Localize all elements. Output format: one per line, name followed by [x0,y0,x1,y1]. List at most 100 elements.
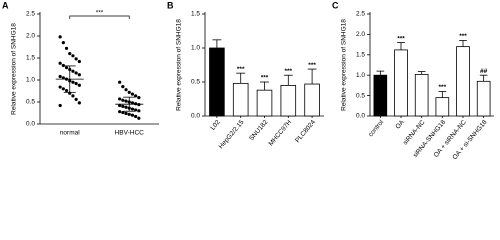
y-axis-title: Relative expression of SNHG18 [341,19,348,111]
data-point [61,41,65,45]
data-point [64,66,69,70]
data-point [77,101,81,105]
data-point [61,87,65,91]
data-point [121,104,125,108]
data-point [58,74,62,79]
x-tick-label: normal [60,130,80,137]
data-point [74,97,78,101]
y-tick-label: 1.0 [356,72,365,79]
data-point [121,85,125,89]
bar [232,82,249,117]
data-point [61,63,65,68]
x-tick-label: PLC8024 [294,119,317,145]
significance-label: *** [397,35,405,42]
data-point [124,111,128,116]
y-tick-label: 2.5 [356,11,365,18]
data-point [137,103,141,107]
data-point [124,88,128,92]
bar [435,97,450,117]
data-point [130,107,135,111]
x-tick-label: OA [394,118,406,130]
data-point [77,59,81,64]
x-tick-label: MHCC97H [268,119,294,148]
data-point [118,97,122,101]
y-tick-label: 0.5 [26,99,35,106]
significance-label: *** [439,84,447,91]
y-tick-label: 0.0 [356,113,365,120]
bar [304,83,320,117]
y-tick-label: 1.5 [191,11,200,18]
y-tick-label: 0.5 [356,92,365,99]
figure: A Relative expression of SNHG18 0.0 0.5 1.0 1… [2,0,494,161]
y-tick-label: 1.0 [26,77,35,84]
bar [476,80,491,117]
bar [394,49,408,117]
data-point [134,102,138,106]
data-point [124,105,128,109]
y-tick-label: 0.5 [191,79,200,86]
x-tick-label: HepG2/2.15 [218,119,246,151]
x-tick-label: control [367,118,385,138]
significance-label: *** [285,68,293,75]
significance-label: *** [459,33,467,40]
data-point [127,112,131,116]
data-point [127,90,131,94]
data-point [134,108,138,112]
data-point [121,98,125,102]
data-point [130,101,135,105]
y-tick-label: 0.0 [26,121,35,128]
y-axis-title: Relative expression of SNHG18 [11,23,18,115]
data-point [121,110,125,115]
data-point [64,88,69,93]
bar [256,89,273,117]
bar [414,73,429,117]
data-point [124,99,128,103]
data-point [68,52,72,56]
data-point [134,114,138,119]
data-point [71,94,75,98]
data-point [137,116,141,120]
data-point [130,92,135,96]
y-axis-title: Relative expression of SNHG18 [176,19,183,111]
bar [373,74,388,117]
significance-label: *** [261,75,269,82]
bar [456,46,470,117]
y-tick-label: 2.0 [356,31,365,38]
y-tick-label: 1.5 [356,52,365,59]
y-tick-label: 2.0 [26,33,35,40]
data-point [61,76,65,80]
bar [280,85,297,117]
data-point [58,103,62,108]
panel-letter: A [2,0,9,10]
data-point [58,85,62,89]
data-point [77,73,81,77]
data-point [64,46,69,50]
data-point [77,83,81,87]
data-point [71,54,75,58]
significance-label: *** [308,62,316,69]
significance-label: ## [480,68,488,75]
x-tick-label: HBV-HCC [115,130,145,137]
data-point [74,71,78,75]
data-point [137,96,141,100]
data-point [74,57,78,61]
x-tick-label: SNU182 [248,119,269,143]
y-tick-label: 1.0 [191,45,200,52]
data-point [118,103,122,108]
data-point [118,80,122,84]
data-point [134,94,138,98]
data-point [71,69,75,73]
x-tick-label: L02 [209,119,222,132]
data-point [118,110,122,114]
data-point [58,61,62,65]
data-point [71,80,75,84]
bar [209,47,225,117]
y-tick-label: 1.5 [26,55,35,62]
significance-label: *** [237,66,245,73]
data-point [74,81,78,86]
data-point [130,113,135,117]
panel-letter: C [332,0,339,10]
data-point [58,35,62,39]
panel-letter: B [167,0,174,10]
y-tick-label: 0.0 [191,113,200,120]
